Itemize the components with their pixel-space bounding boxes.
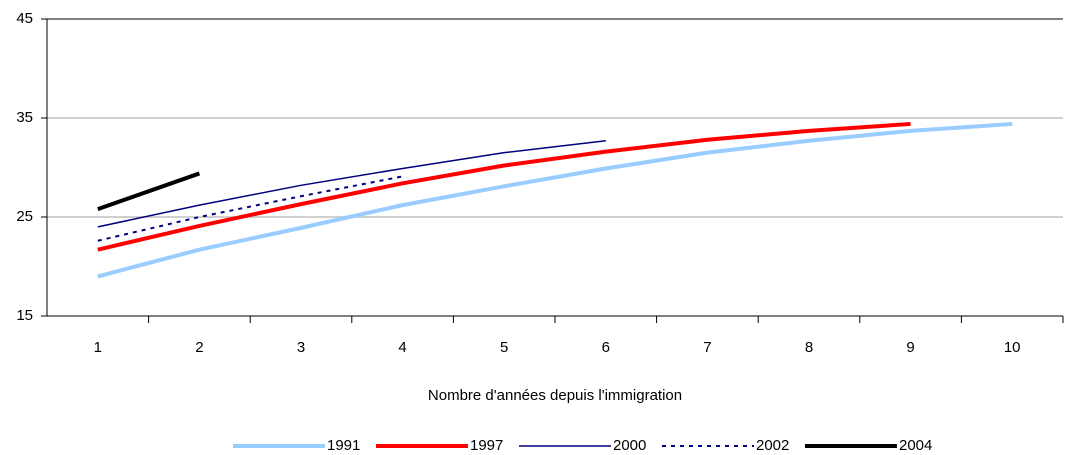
y-tick-label: 35: [16, 109, 33, 126]
x-tick-label: 7: [703, 339, 711, 356]
x-axis-label: Nombre d'années depuis l'immigration: [428, 387, 682, 404]
y-tick-label: 15: [16, 307, 33, 324]
x-tick-label: 1: [94, 339, 102, 356]
x-tick-label: 3: [297, 339, 305, 356]
series-line: [97, 171, 201, 211]
legend-label: 2002: [756, 437, 789, 454]
x-tick-label: 2: [195, 339, 203, 356]
series-line: [97, 175, 403, 242]
series-line: [97, 140, 606, 228]
x-tick-label: 9: [906, 339, 914, 356]
legend-label: 2000: [613, 437, 646, 454]
legend-label: 2004: [899, 437, 932, 454]
legend-label: 1991: [327, 437, 360, 454]
x-tick-label: 5: [500, 339, 508, 356]
series-line: [97, 121, 911, 252]
x-tick-label: 10: [1004, 339, 1021, 356]
legend-label: 1997: [470, 437, 503, 454]
y-tick-label: 45: [16, 10, 33, 27]
x-tick-label: 8: [805, 339, 813, 356]
series-line: [97, 121, 1013, 279]
x-tick-label: 4: [398, 339, 406, 356]
x-tick-label: 6: [602, 339, 610, 356]
y-tick-label: 25: [16, 208, 33, 225]
